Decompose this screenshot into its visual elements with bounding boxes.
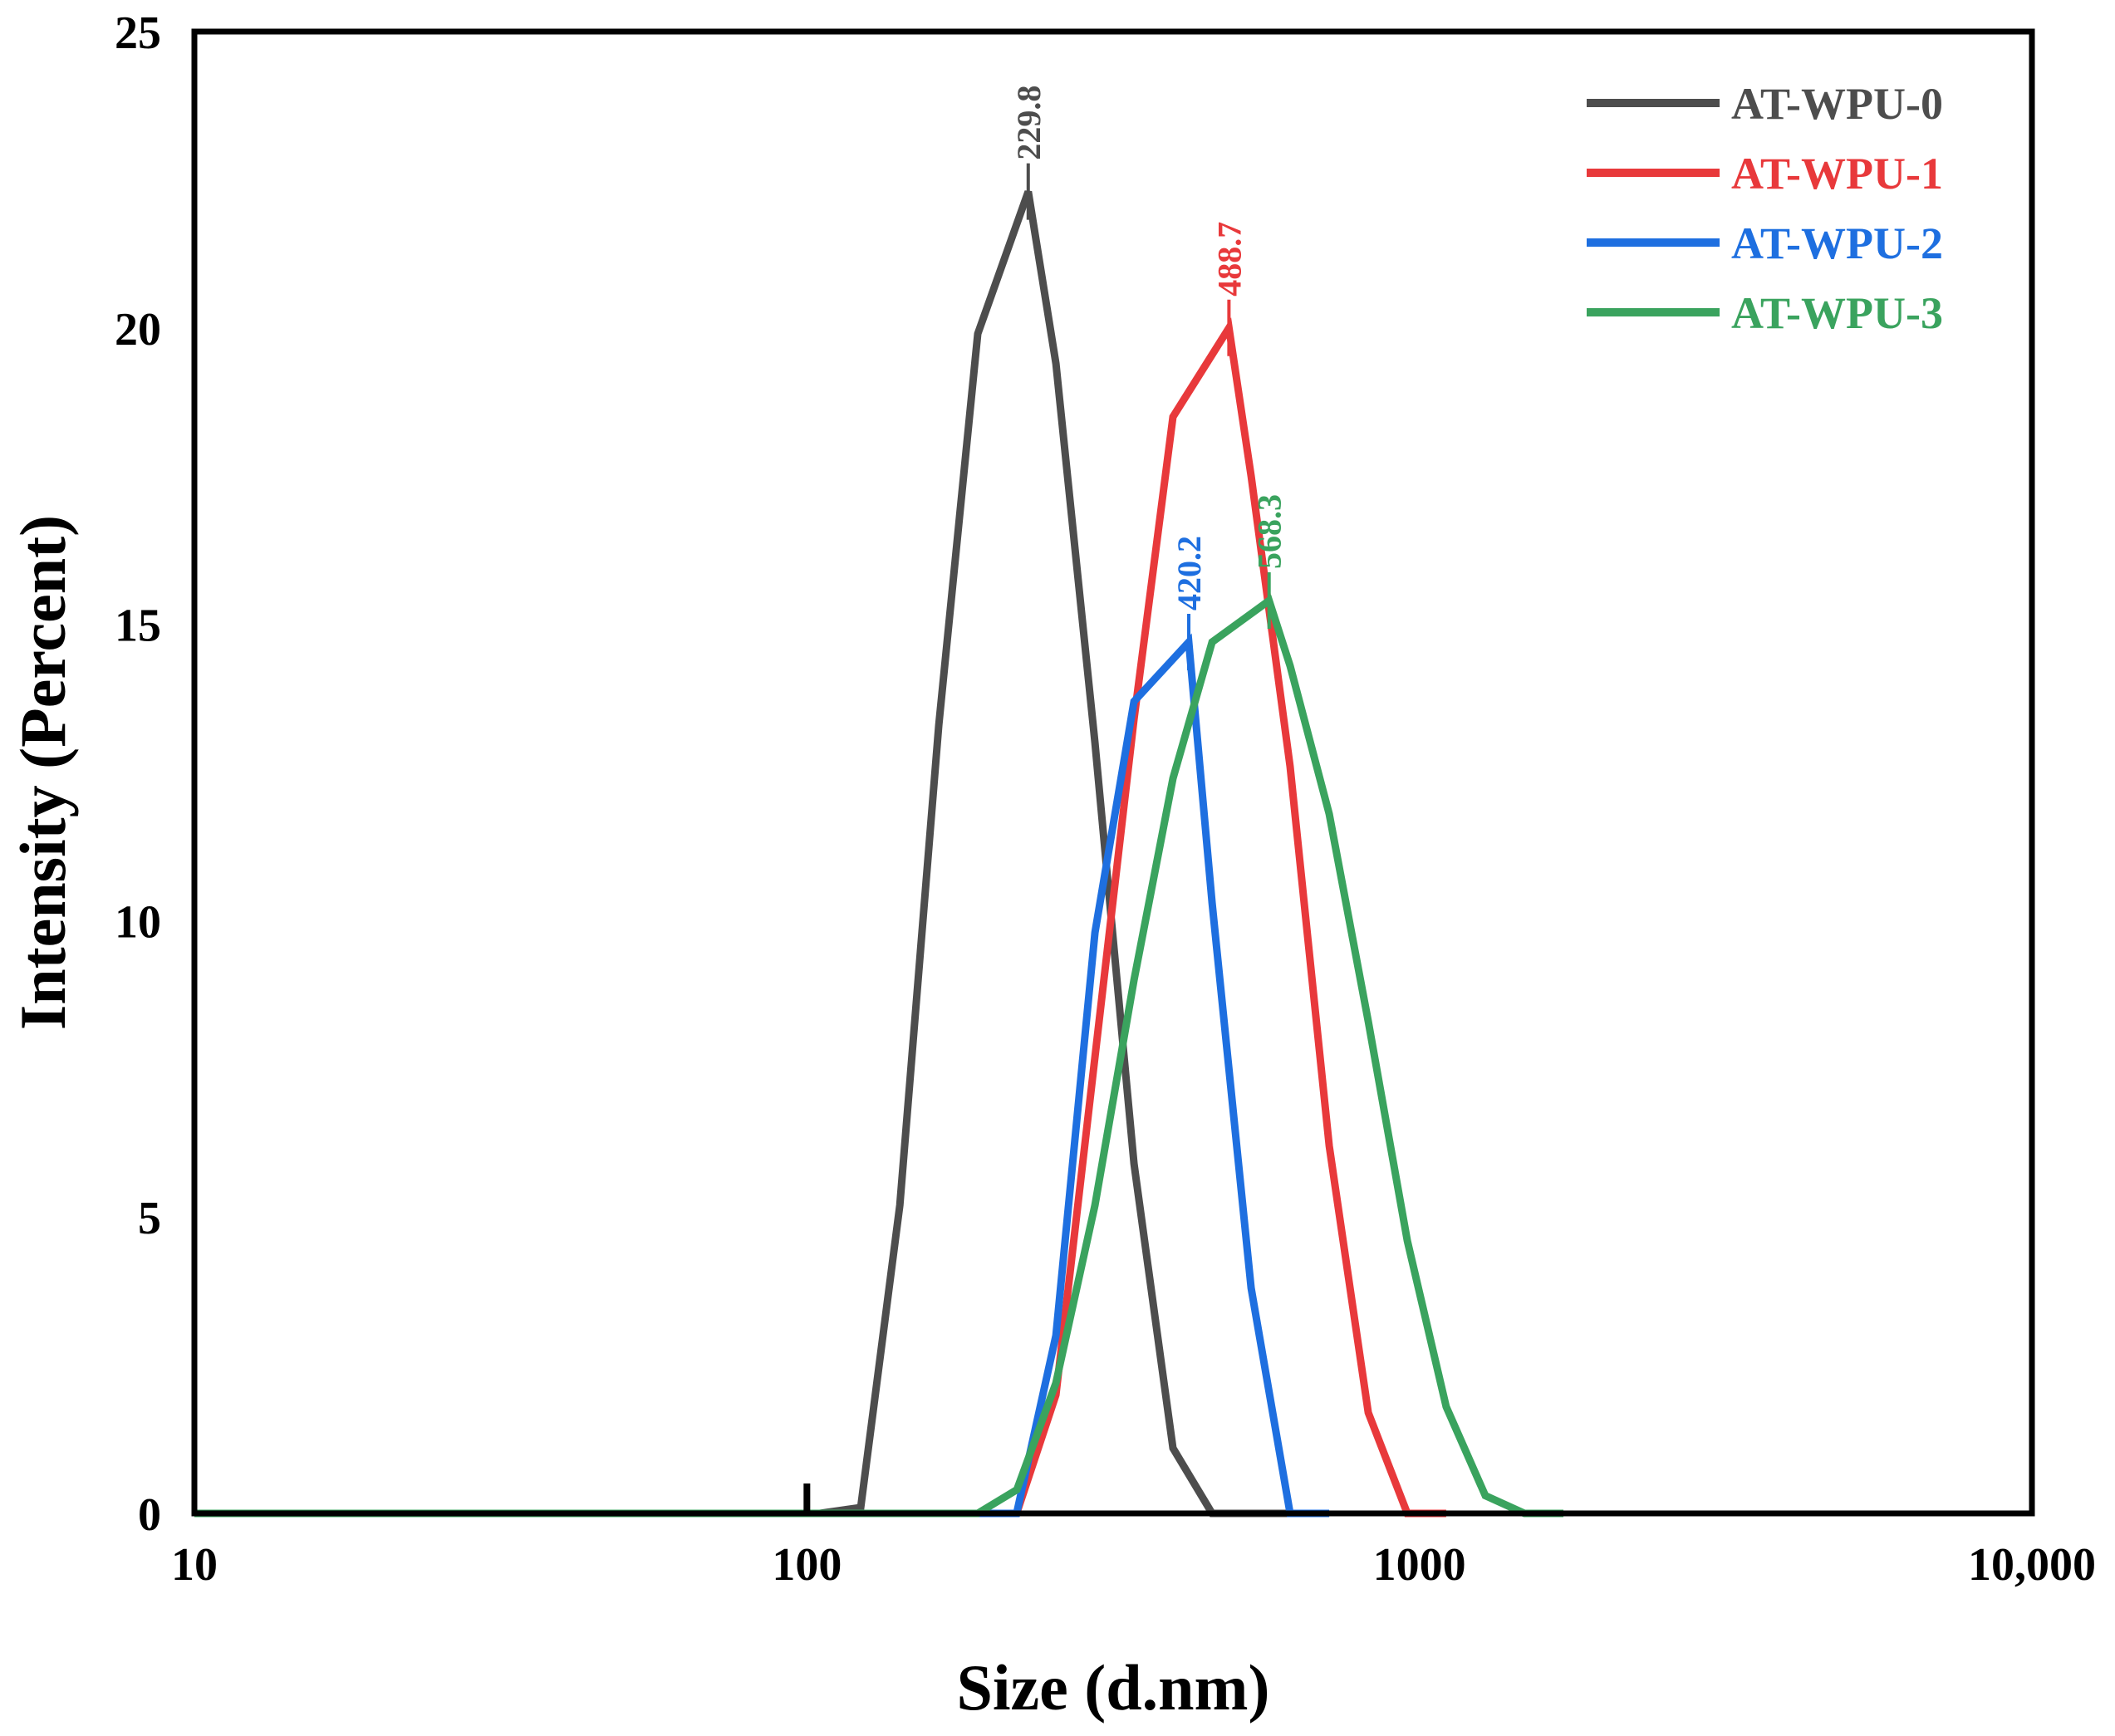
y-tick-label: 20 xyxy=(115,304,161,356)
peak-label: 420.2 xyxy=(1170,536,1208,611)
y-tick-label: 15 xyxy=(115,601,161,652)
legend-label: AT-WPU-1 xyxy=(1731,149,1943,199)
y-axis-title: Intensity (Percent) xyxy=(7,515,79,1030)
series-line-at-wpu-2 xyxy=(194,633,1330,1518)
plot-frame xyxy=(191,28,2035,1517)
legend-label: AT-WPU-0 xyxy=(1731,79,1943,129)
peak-label: 229.8 xyxy=(1010,86,1048,160)
x-axis-title: Size (d.nm) xyxy=(957,1651,1270,1724)
legend-label: AT-WPU-2 xyxy=(1731,218,1943,268)
legend-label: AT-WPU-3 xyxy=(1731,288,1943,338)
y-axis-ticks: 0 5 10 15 20 25 xyxy=(115,7,161,1541)
y-tick-label: 25 xyxy=(115,7,161,59)
x-tick-label: 10,000 xyxy=(1968,1539,2096,1591)
legend: AT-WPU-0 AT-WPU-1 AT-WPU-2 AT-WPU-3 xyxy=(1587,79,1943,338)
peak-annotations: 229.8 488.7 420.2 568.3 xyxy=(1010,86,1288,671)
y-tick-label: 10 xyxy=(115,896,161,948)
x-tick-label: 1000 xyxy=(1373,1539,1466,1591)
y-tick-label: 5 xyxy=(138,1193,161,1244)
x-tick-label: 10 xyxy=(171,1539,218,1591)
peak-label: 488.7 xyxy=(1210,222,1248,297)
peak-label: 568.3 xyxy=(1251,494,1288,569)
x-tick-label: 100 xyxy=(772,1539,842,1591)
y-tick-label: 0 xyxy=(138,1489,161,1541)
x-axis-ticks: 10 100 1000 10,000 xyxy=(171,1539,2096,1591)
series-line-at-wpu-0 xyxy=(194,190,1290,1518)
